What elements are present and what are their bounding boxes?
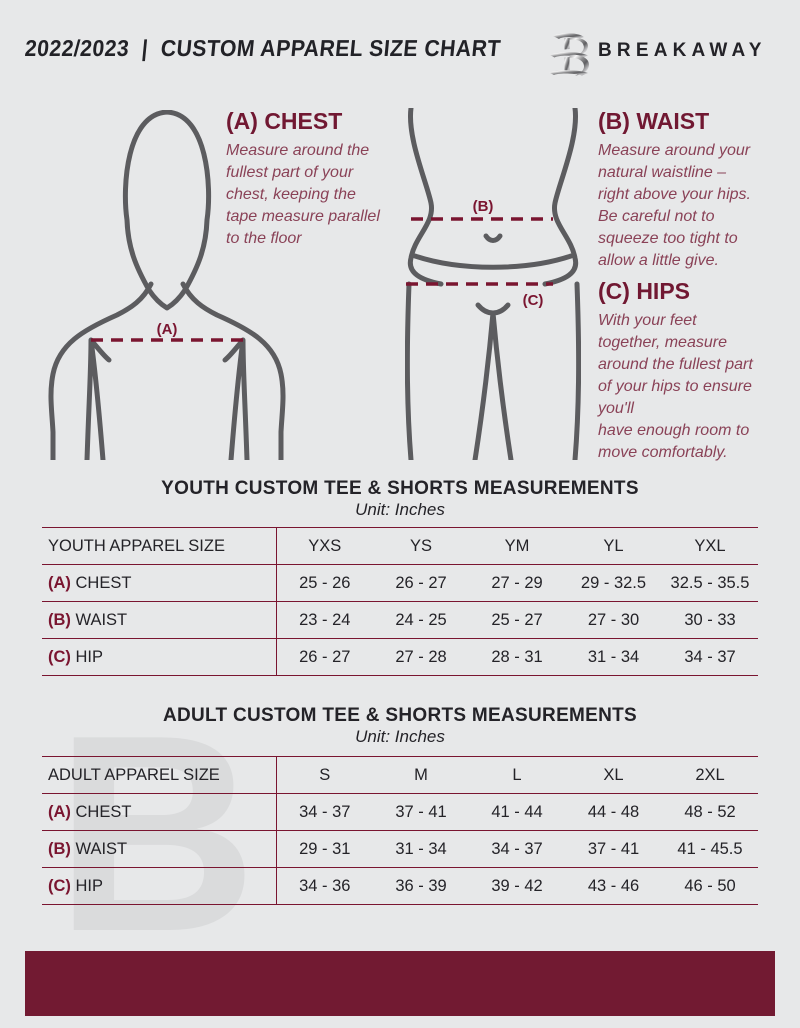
svg-text:(B): (B)	[473, 198, 494, 215]
svg-text:(C): (C)	[523, 292, 544, 309]
svg-text:(A): (A)	[157, 321, 178, 338]
